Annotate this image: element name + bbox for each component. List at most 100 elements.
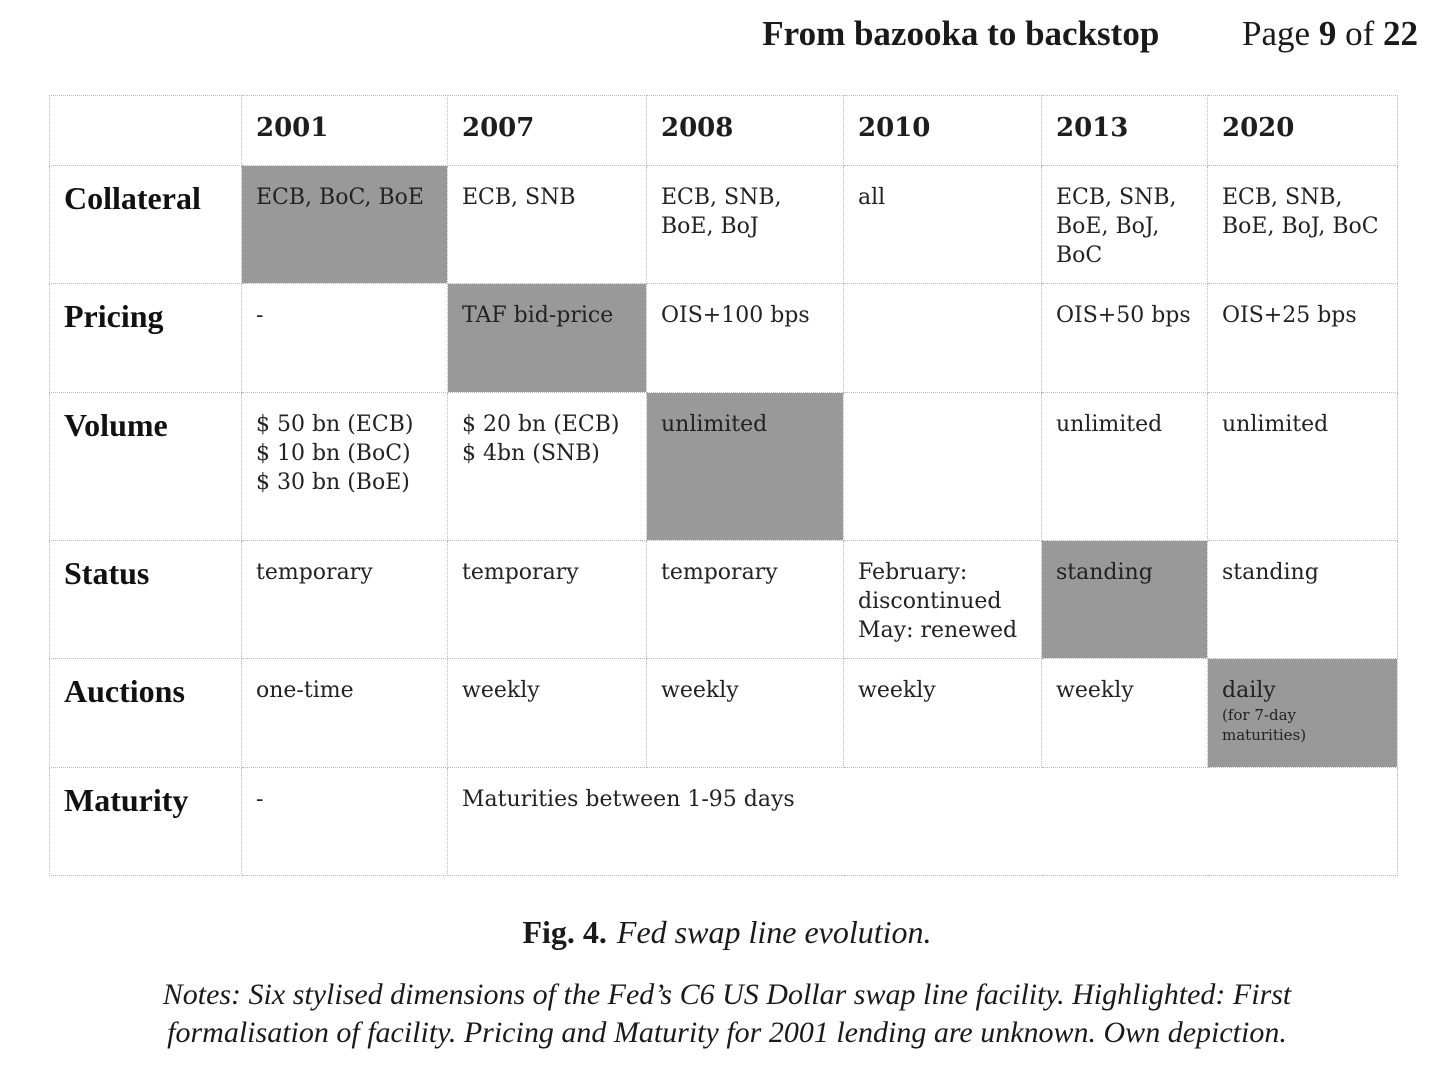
table-row: Maturity - Maturities between 1-95 days — [49, 767, 1398, 876]
page-number: 9 — [1318, 14, 1337, 53]
table-row: Volume $ 50 bn (ECB) $ 10 bn (BoC) $ 30 bn … — [49, 392, 1398, 541]
cell-text: temporary — [661, 560, 778, 585]
table-row: Pricing - TAF bid-price OIS+100 bps OIS+50 b… — [49, 283, 1398, 393]
page-indicator: Page 9 of 22 — [1242, 14, 1418, 53]
year-header: 2010 — [843, 95, 1042, 166]
cell-text: ECB, SNB, — [661, 185, 782, 210]
cell-text: temporary — [256, 560, 373, 585]
cell-text: unlimited — [1056, 412, 1163, 437]
year-header: 2013 — [1041, 95, 1208, 166]
cell-text: $ 50 bn (ECB) — [256, 412, 414, 437]
table-cell: February: discontinued May: renewed — [843, 540, 1042, 659]
cell-text: weekly — [661, 678, 739, 703]
cell-text: May: renewed — [858, 618, 1018, 643]
table-cell: temporary — [447, 540, 647, 659]
year-header: 2007 — [447, 95, 647, 166]
table-cell: - — [241, 767, 448, 876]
swap-line-table: 2001 2007 2008 2010 2013 2020 Collateral… — [49, 95, 1398, 876]
corner-cell — [49, 95, 242, 166]
figure-caption: Fig. 4. Fed swap line evolution. — [0, 914, 1454, 951]
highlighted-cell: ECB, BoC, BoE — [241, 165, 448, 284]
cell-text: weekly — [1056, 678, 1134, 703]
row-label: Volume — [49, 392, 242, 541]
figure-notes: Notes: Six stylised dimensions of the Fe… — [0, 976, 1454, 1052]
cell-text: ECB, SNB — [462, 185, 576, 210]
table-cell: ECB, SNB, BoE, BoJ — [646, 165, 844, 284]
table-cell: OIS+50 bps — [1041, 283, 1208, 393]
table-cell: OIS+25 bps — [1207, 283, 1398, 393]
table-cell: unlimited — [1041, 392, 1208, 541]
row-label: Maturity — [49, 767, 242, 876]
cell-text: discontinued — [858, 589, 1002, 614]
cell-text: weekly — [462, 678, 540, 703]
cell-text: BoE, BoJ, — [1056, 214, 1160, 239]
table-cell: unlimited — [1207, 392, 1398, 541]
cell-text: ECB, BoC, BoE — [256, 185, 424, 210]
cell-note: (for 7-day — [1222, 706, 1297, 724]
cell-note: maturities) — [1222, 726, 1307, 744]
notes-line-1: Notes: Six stylised dimensions of the Fe… — [162, 978, 1292, 1011]
paper-running-title: From bazooka to backstop — [762, 14, 1160, 53]
cell-text: OIS+25 bps — [1222, 303, 1357, 328]
table-cell: all — [843, 165, 1042, 284]
cell-text: standing — [1222, 560, 1319, 585]
page-prefix: Page — [1242, 14, 1311, 53]
cell-text: TAF bid-price — [462, 303, 614, 328]
cell-text: - — [256, 303, 264, 328]
table-cell: temporary — [241, 540, 448, 659]
table-cell: Maturities between 1-95 days — [447, 767, 1398, 876]
cell-text: daily — [1222, 678, 1276, 703]
table-cell: weekly — [1041, 658, 1208, 768]
year-header: 2008 — [646, 95, 844, 166]
table-cell: ECB, SNB, BoE, BoJ, BoC — [1041, 165, 1208, 284]
cell-text: $ 20 bn (ECB) — [462, 412, 620, 437]
year-header: 2020 — [1207, 95, 1398, 166]
cell-text: one-time — [256, 678, 354, 703]
cell-text: all — [858, 185, 886, 210]
table-row: Status temporary temporary temporary Februar… — [49, 540, 1398, 659]
table-cell — [843, 392, 1042, 541]
year-header-row: 2001 2007 2008 2010 2013 2020 — [49, 95, 1398, 166]
table-cell: ECB, SNB — [447, 165, 647, 284]
highlighted-cell: unlimited — [646, 392, 844, 541]
cell-text: - — [256, 787, 264, 812]
page-of: of — [1345, 14, 1375, 53]
page-total: 22 — [1383, 14, 1418, 53]
highlighted-cell: daily (for 7-day maturities) — [1207, 658, 1398, 768]
cell-text: $ 4bn (SNB) — [462, 441, 600, 466]
cell-text: Maturities between 1-95 days — [462, 787, 795, 812]
row-label: Status — [49, 540, 242, 659]
table-row: Collateral ECB, BoC, BoE ECB, SNB ECB, SNB,… — [49, 165, 1398, 284]
cell-text: BoE, BoJ, BoC — [1222, 214, 1379, 239]
table-cell — [843, 283, 1042, 393]
highlighted-cell: standing — [1041, 540, 1208, 659]
table-cell: $ 20 bn (ECB) $ 4bn (SNB) — [447, 392, 647, 541]
table-cell: weekly — [646, 658, 844, 768]
cell-text: OIS+50 bps — [1056, 303, 1191, 328]
table-cell: $ 50 bn (ECB) $ 10 bn (BoC) $ 30 bn (BoE) — [241, 392, 448, 541]
figure-title: Fed swap line evolution. — [616, 914, 932, 950]
table-cell: weekly — [843, 658, 1042, 768]
cell-text: $ 10 bn (BoC) — [256, 441, 411, 466]
cell-text: February: — [858, 560, 968, 585]
cell-text: BoC — [1056, 243, 1103, 268]
year-header: 2001 — [241, 95, 448, 166]
highlighted-cell: TAF bid-price — [447, 283, 647, 393]
cell-text: temporary — [462, 560, 579, 585]
cell-text: $ 30 bn (BoE) — [256, 470, 410, 495]
table-cell: OIS+100 bps — [646, 283, 844, 393]
table-cell: - — [241, 283, 448, 393]
figure-label: Fig. 4. — [522, 914, 607, 950]
cell-text: weekly — [858, 678, 936, 703]
table-cell: weekly — [447, 658, 647, 768]
row-label: Pricing — [49, 283, 242, 393]
cell-text: ECB, SNB, — [1222, 185, 1343, 210]
notes-line-2: formalisation of facility. Pricing and M… — [167, 1016, 1287, 1049]
cell-text: OIS+100 bps — [661, 303, 810, 328]
cell-text: BoE, BoJ — [661, 214, 759, 239]
row-label: Auctions — [49, 658, 242, 768]
table-cell: standing — [1207, 540, 1398, 659]
table-cell: temporary — [646, 540, 844, 659]
cell-text: standing — [1056, 560, 1153, 585]
cell-text: unlimited — [661, 412, 768, 437]
